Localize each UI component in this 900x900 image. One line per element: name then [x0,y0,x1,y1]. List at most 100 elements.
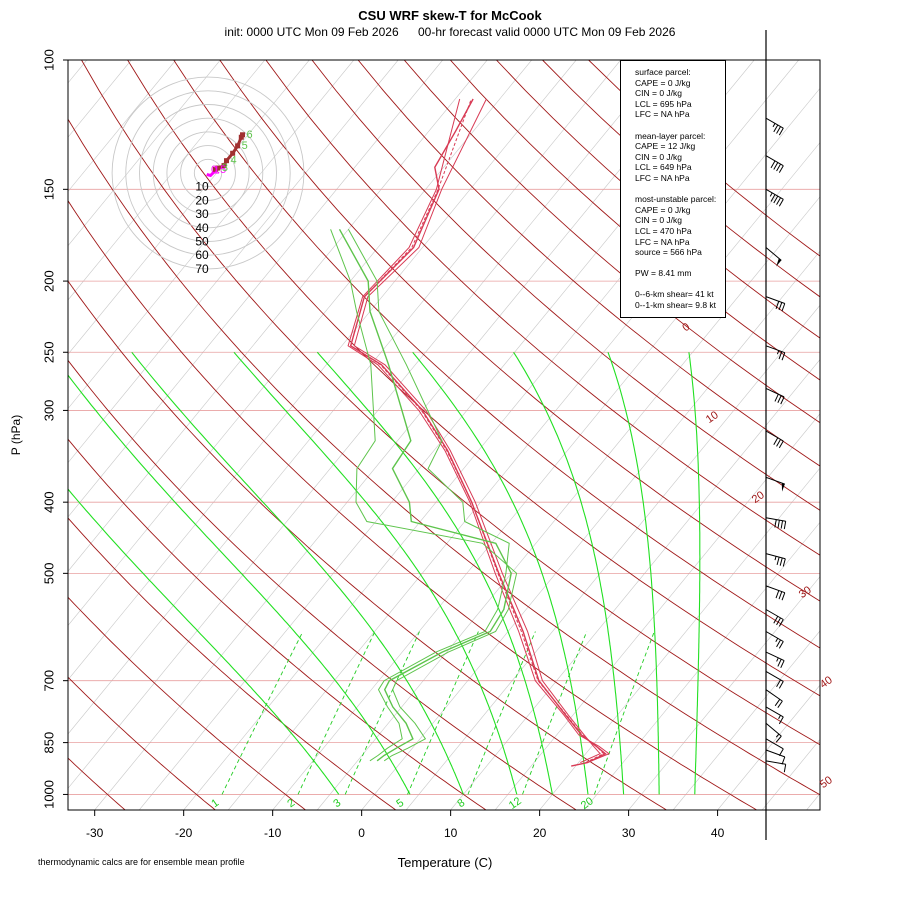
moist-adiabat-line [412,351,589,795]
dry-adiabat-line [127,60,820,697]
wind-barb-half-flag [776,657,779,662]
isotherm-line [68,60,266,301]
footnote: thermodynamic calcs are for ensemble mea… [38,857,245,867]
isotherm-line [68,60,355,410]
init-time: init: 0000 UTC Mon 09 Feb 2026 [224,25,399,39]
wind-barb [765,760,787,773]
x-axis-label: Temperature (C) [397,855,493,870]
x-tick-label: -10 [264,826,282,840]
mixing-ratio-label: 1 [209,797,221,810]
wind-barb-half-flag [772,123,776,128]
wind-barb-half-flag [769,192,773,197]
dry-adiabat-line [219,60,820,602]
x-tick-label: -20 [175,826,193,840]
shear-0-1km: 0--1-km shear= 9.8 kt [635,300,717,311]
chart-subtitle: init: 0000 UTC Mon 09 Feb 2026 00-hr for… [0,25,900,39]
wind-barb [765,706,784,725]
moist-adiabat-line [68,374,411,795]
dry-adiabat-line [68,438,487,810]
isotherm-line [68,60,177,192]
isotherm-line [672,630,820,810]
dry-adiabat-line [68,280,667,810]
wind-barb-staff [765,738,784,750]
hodograph-ring-label: 20 [195,193,209,207]
wind-barb-flag [776,617,781,626]
wind-barb [765,609,784,627]
wind-barb-staff [765,722,782,737]
wind-barb-staff [765,760,786,765]
isotherm-line [68,60,310,355]
wind-barb-flag [777,395,782,403]
wind-barb-flag [774,519,777,528]
wind-barb-flag [776,639,781,648]
wind-barb-flag [774,393,779,402]
unstable-cape: CAPE = 0 J/kg [635,204,691,215]
wind-barb-flag [783,521,787,530]
mixed-lfc: LFC = NA hPa [635,172,690,183]
wind-barb [765,345,786,361]
wind-barb-staff [765,247,782,261]
isotherm-line [227,87,820,810]
moist-adiabat-line [607,352,660,795]
wind-barb-flag [778,619,784,627]
isotherm-line [628,576,820,810]
wind-barb [765,430,784,449]
wind-barb-pennant [781,483,785,492]
moist-adiabat-line [513,352,625,795]
wind-barb-flag [773,437,779,445]
mixed-cape: CAPE = 12 J/kg [635,141,696,152]
y-tick-label: 100 [41,49,56,71]
wind-barb-flag [778,127,784,136]
isotherm-line [68,60,621,735]
dewpoint-trace [330,229,518,762]
shear-0-6km: 0--6-km shear= 41 kt [635,289,714,300]
hodograph-marker [240,132,246,138]
isotherm-line [68,60,488,572]
x-tick-label: 10 [444,826,458,840]
isotherm-line [761,738,820,810]
isotherm-line [494,413,820,810]
wind-barb-flag [781,303,786,312]
wind-barb-flag [775,301,780,309]
wind-barb-flag [780,520,784,529]
wind-barb [765,117,784,136]
hodograph-ring-label: 50 [195,235,209,249]
wind-barb [765,631,784,649]
wind-barb-pennant [776,258,782,267]
mixing-ratio-label: 2 [285,797,297,810]
hodograph-marker [215,165,221,171]
mixed-lcl: LCL = 649 hPa [635,162,692,173]
dry-adiabat-line [68,596,306,810]
hodograph-ring [166,131,250,215]
wind-barb [765,651,785,669]
wind-barb [765,553,786,567]
isotherm-line [94,60,710,810]
dry-adiabat-line [68,359,577,810]
hodograph-ring [139,104,277,242]
wind-barb-flag [778,641,784,649]
wind-barb [765,247,782,267]
y-tick-label: 400 [41,491,56,513]
isotherm-line [68,60,666,789]
isotherm-line [68,60,443,518]
dry-adiabat-line [68,199,757,810]
moist-adiabat-line [688,352,701,795]
isotherm-line [68,60,577,681]
mixing-ratio-line [593,631,655,795]
hodograph-marker [221,163,227,169]
mixing-ratio-label: 8 [455,797,467,810]
hodograph-marker [230,150,236,156]
y-axis-label: P (hPa) [9,414,23,456]
isotherm-line [539,467,820,810]
mixing-ratio-line [297,631,376,795]
wind-barb-staff [765,631,784,642]
x-tick-label: 30 [622,826,636,840]
y-tick-label: 500 [41,562,56,584]
wind-barb-flag [781,352,786,361]
wind-barb [765,476,785,492]
wind-barb-flag [781,756,786,765]
mixing-ratio-line [407,631,479,795]
moist-adiabat-line [316,351,553,795]
wind-barb-flag [778,716,784,725]
